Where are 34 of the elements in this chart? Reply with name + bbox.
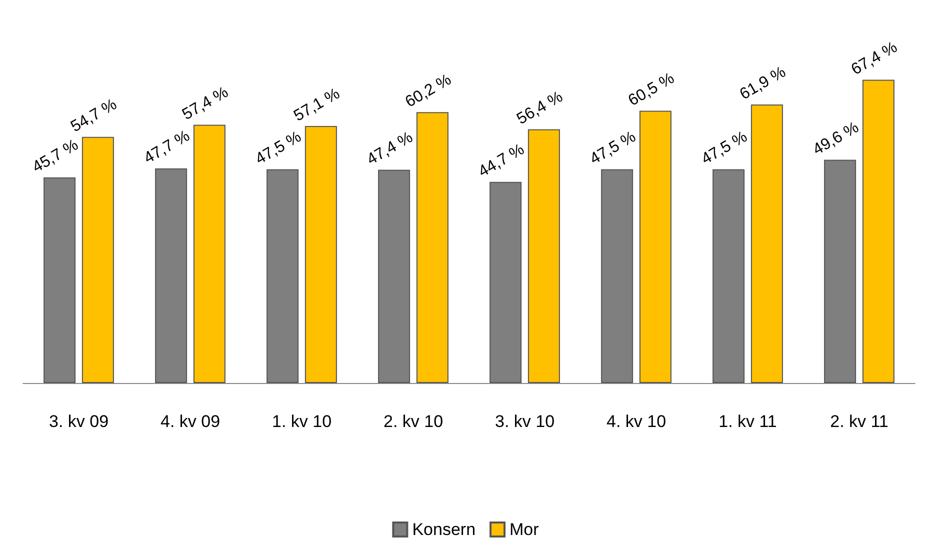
bar — [639, 110, 672, 383]
x-tick-label: 2. kv 11 — [830, 412, 888, 431]
data-label: 57,4 % — [180, 84, 232, 124]
data-label: 67,4 % — [848, 38, 900, 79]
bar — [193, 124, 226, 383]
data-label: 47,5 % — [587, 128, 639, 168]
data-label: 60,2 % — [402, 71, 454, 111]
x-tick-label: 3. kv 10 — [494, 412, 555, 431]
x-tick-label: 1. kv 10 — [272, 412, 332, 431]
data-label: 61,9 % — [737, 64, 789, 104]
data-label: 45,7 % — [30, 136, 82, 176]
data-label: 47,7 % — [141, 128, 193, 168]
bar — [750, 104, 783, 383]
data-label: 60,5 % — [626, 70, 678, 110]
data-label: 47,4 % — [364, 128, 416, 169]
bar — [304, 126, 337, 383]
x-tick-label: 3. kv 09 — [48, 412, 109, 431]
data-label: 57,1 % — [291, 85, 343, 125]
x-tick-label: 2. kv 10 — [383, 412, 444, 431]
data-label: 49,6 % — [810, 119, 862, 159]
data-label: 54,7 % — [68, 96, 120, 136]
data-label: 44,7 % — [476, 141, 528, 181]
data-label: 47,5 % — [698, 128, 750, 168]
bar — [862, 80, 894, 383]
data-label: 56,4 % — [514, 88, 566, 128]
bar — [416, 112, 448, 383]
x-tick-label: 1. kv 11 — [718, 412, 777, 431]
bar — [82, 136, 114, 383]
x-tick-label: 4. kv 09 — [160, 412, 220, 431]
x-tick-label: 4. kv 10 — [606, 412, 666, 431]
bar — [528, 129, 560, 383]
legend-label: Mor — [510, 520, 540, 539]
data-label: 47,5 % — [252, 128, 304, 168]
legend-label: Konsern — [412, 520, 476, 539]
